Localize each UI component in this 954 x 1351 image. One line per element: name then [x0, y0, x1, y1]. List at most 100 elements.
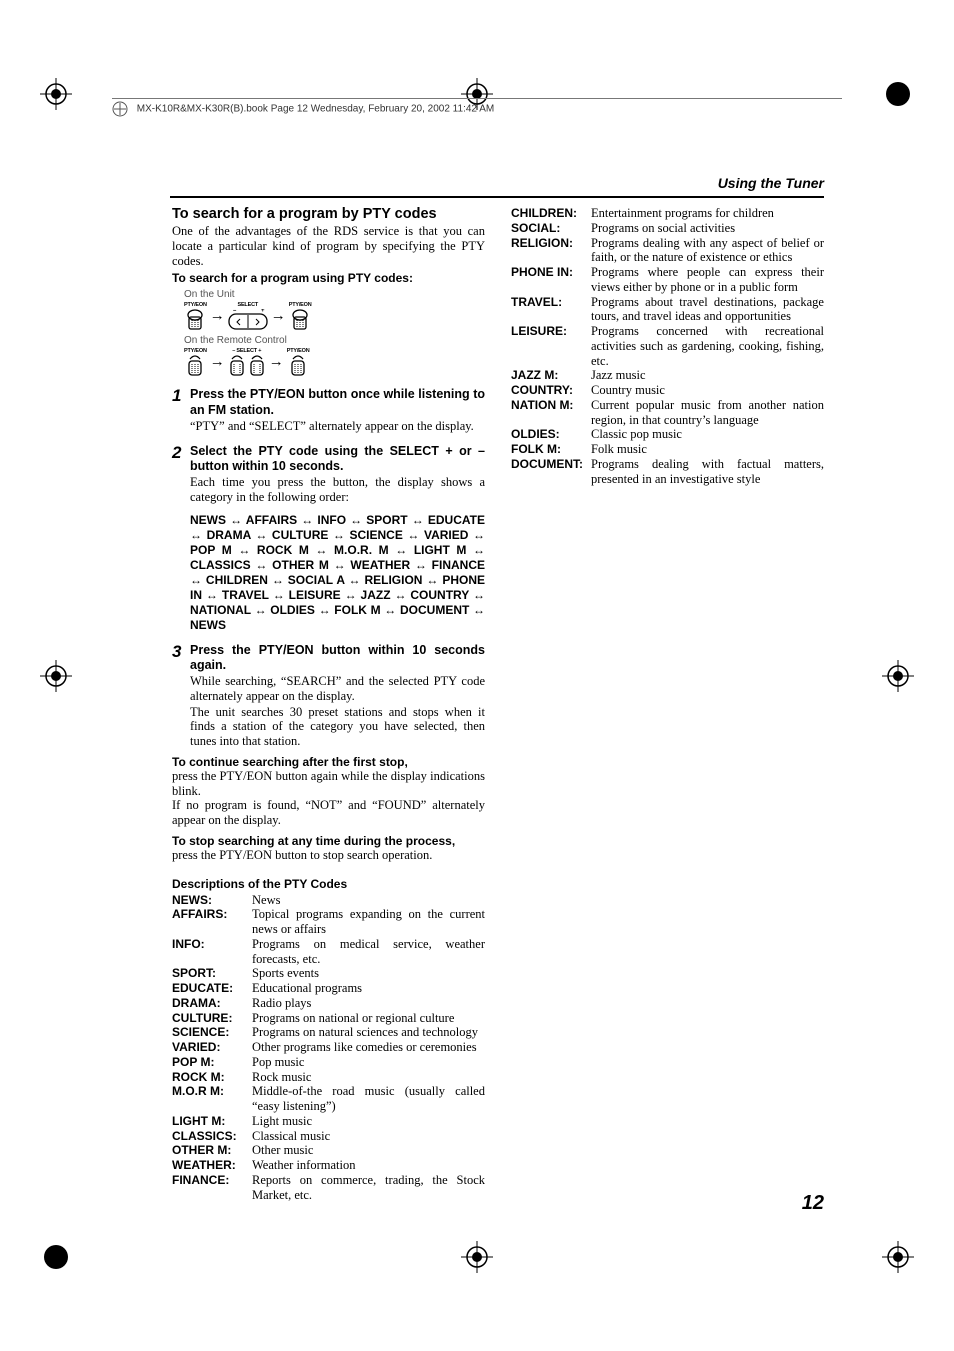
- pty-code-desc: Jazz music: [591, 368, 824, 383]
- book-header-text: MX-K10R&MX-K30R(B).book Page 12 Wednesda…: [137, 104, 494, 115]
- pty-code-desc: Current popular music from another natio…: [591, 398, 824, 428]
- step-number: 2: [172, 444, 184, 633]
- pty-code-desc: Programs on social activities: [591, 221, 824, 236]
- minus-label: –: [233, 309, 237, 314]
- pty-row: NATION M:Current popular music from anot…: [511, 398, 824, 428]
- pty-code-key: LIGHT M:: [172, 1114, 252, 1129]
- pty-code-desc: Reports on commerce, trading, the Stock …: [252, 1173, 485, 1203]
- pty-code-desc: Pop music: [252, 1055, 485, 1070]
- select-rocker-icon: SELECT – +: [228, 302, 268, 331]
- pty-code-key: LEISURE:: [511, 324, 591, 368]
- pty-code-desc: Programs about travel destinations, pack…: [591, 295, 824, 325]
- pty-code-key: INFO:: [172, 937, 252, 967]
- pty-row: LEISURE:Programs concerned with recreati…: [511, 324, 824, 368]
- pty-code-desc: Educational programs: [252, 981, 485, 996]
- step-number: 3: [172, 643, 184, 749]
- pty-row: EDUCATE:Educational programs: [172, 981, 485, 996]
- pty-code-key: PHONE IN:: [511, 265, 591, 295]
- pty-row: SPORT:Sports events: [172, 966, 485, 981]
- pty-row: TRAVEL:Programs about travel destination…: [511, 295, 824, 325]
- pty-code-desc: Classical music: [252, 1129, 485, 1144]
- continue-body: press the PTY/EON button again while the…: [172, 769, 485, 799]
- pty-code-desc: Programs on national or regional culture: [252, 1011, 485, 1026]
- arrow-icon: →: [270, 308, 287, 325]
- pty-code-desc: Programs on medical service, weather for…: [252, 937, 485, 967]
- book-ruler-icon: [112, 101, 128, 117]
- pty-code-desc: Weather information: [252, 1158, 485, 1173]
- pty-row: SCIENCE:Programs on natural sciences and…: [172, 1025, 485, 1040]
- pty-code-key: DRAMA:: [172, 996, 252, 1011]
- pty-code-key: POP M:: [172, 1055, 252, 1070]
- pty-code-desc: Entertainment programs for children: [591, 206, 824, 221]
- step-3: 3 Press the PTY/EON button within 10 sec…: [172, 643, 485, 749]
- pty-row: DRAMA:Radio plays: [172, 996, 485, 1011]
- remote-caption: On the Remote Control: [184, 335, 485, 346]
- pty-code-desc: Folk music: [591, 442, 824, 457]
- pty-code-desc: Rock music: [252, 1070, 485, 1085]
- pty-row: JAZZ M:Jazz music: [511, 368, 824, 383]
- pty-code-sequence: NEWS ↔ AFFAIRS ↔ INFO ↔ SPORT ↔ EDUCATE …: [190, 513, 485, 633]
- pty-eon-remote-icon: PTY/EON: [287, 348, 310, 377]
- pty-codes-table-left: NEWS:NewsAFFAIRS:Topical programs expand…: [172, 893, 485, 1203]
- crop-mark-icon: [882, 78, 914, 110]
- pty-code-desc: Sports events: [252, 966, 485, 981]
- unit-caption: On the Unit: [184, 289, 485, 300]
- step-lead: Press the PTY/EON button once while list…: [190, 387, 485, 418]
- pty-row: LIGHT M:Light music: [172, 1114, 485, 1129]
- pty-row: WEATHER:Weather information: [172, 1158, 485, 1173]
- pty-row: PHONE IN:Programs where people can expre…: [511, 265, 824, 295]
- pty-code-key: COUNTRY:: [511, 383, 591, 398]
- crop-mark-icon: [40, 660, 72, 692]
- step-2: 2 Select the PTY code using the SELECT +…: [172, 444, 485, 633]
- main-heading: To search for a program by PTY codes: [172, 206, 485, 222]
- pty-code-key: FINANCE:: [172, 1173, 252, 1203]
- section-rule: [170, 196, 824, 198]
- pty-code-key: FOLK M:: [511, 442, 591, 457]
- pty-row: POP M:Pop music: [172, 1055, 485, 1070]
- pty-code-key: DOCUMENT:: [511, 457, 591, 487]
- step-lead: Press the PTY/EON button within 10 secon…: [190, 643, 485, 674]
- step-1: 1 Press the PTY/EON button once while li…: [172, 387, 485, 433]
- pty-row: CULTURE:Programs on national or regional…: [172, 1011, 485, 1026]
- pty-row: DOCUMENT:Programs dealing with factual m…: [511, 457, 824, 487]
- pty-code-key: SPORT:: [172, 966, 252, 981]
- crop-mark-icon: [882, 660, 914, 692]
- pty-row: AFFAIRS:Topical programs expanding on th…: [172, 907, 485, 937]
- pty-code-desc: Programs concerned with recreational act…: [591, 324, 824, 368]
- pty-row: ROCK M:Rock music: [172, 1070, 485, 1085]
- plus-label: +: [261, 309, 265, 314]
- right-column: CHILDREN:Entertainment programs for chil…: [511, 206, 824, 1202]
- pty-code-key: ROCK M:: [172, 1070, 252, 1085]
- step-sub: “PTY” and “SELECT” alternately appear on…: [190, 419, 485, 434]
- crop-mark-icon: [40, 1241, 72, 1273]
- pty-eon-button-icon: PTY/EON: [289, 302, 312, 331]
- pty-eon-remote-icon: PTY/EON: [184, 348, 207, 377]
- pty-code-key: WEATHER:: [172, 1158, 252, 1173]
- pty-row: OTHER M:Other music: [172, 1143, 485, 1158]
- pty-row: M.O.R M:Middle-of-the road music (usuall…: [172, 1084, 485, 1114]
- continue-heading: To continue searching after the first st…: [172, 755, 485, 769]
- pty-row: INFO:Programs on medical service, weathe…: [172, 937, 485, 967]
- pty-code-key: SCIENCE:: [172, 1025, 252, 1040]
- unit-diagram: PTY/EON → SELECT – + → PTY/EON: [184, 302, 485, 331]
- pty-codes-table-right: CHILDREN:Entertainment programs for chil…: [511, 206, 824, 486]
- crop-mark-icon: [461, 1241, 493, 1273]
- crop-mark-icon: [40, 78, 72, 110]
- pty-code-desc: News: [252, 893, 485, 908]
- pty-row: CLASSICS:Classical music: [172, 1129, 485, 1144]
- intro-paragraph: One of the advantages of the RDS service…: [172, 224, 485, 268]
- pty-code-key: OTHER M:: [172, 1143, 252, 1158]
- pty-code-desc: Programs dealing with any aspect of beli…: [591, 236, 824, 266]
- pty-code-desc: Light music: [252, 1114, 485, 1129]
- step-sub: The unit searches 30 preset stations and…: [190, 705, 485, 749]
- descriptions-heading: Descriptions of the PTY Codes: [172, 877, 485, 891]
- pty-code-desc: Classic pop music: [591, 427, 824, 442]
- pty-row: FINANCE:Reports on commerce, trading, th…: [172, 1173, 485, 1203]
- book-header: MX-K10R&MX-K30R(B).book Page 12 Wednesda…: [112, 98, 842, 117]
- section-header: Using the Tuner: [718, 175, 824, 191]
- pty-row: VARIED:Other programs like comedies or c…: [172, 1040, 485, 1055]
- arrow-icon: →: [209, 308, 226, 325]
- pty-code-key: CHILDREN:: [511, 206, 591, 221]
- pty-row: CHILDREN:Entertainment programs for chil…: [511, 206, 824, 221]
- step-number: 1: [172, 387, 184, 433]
